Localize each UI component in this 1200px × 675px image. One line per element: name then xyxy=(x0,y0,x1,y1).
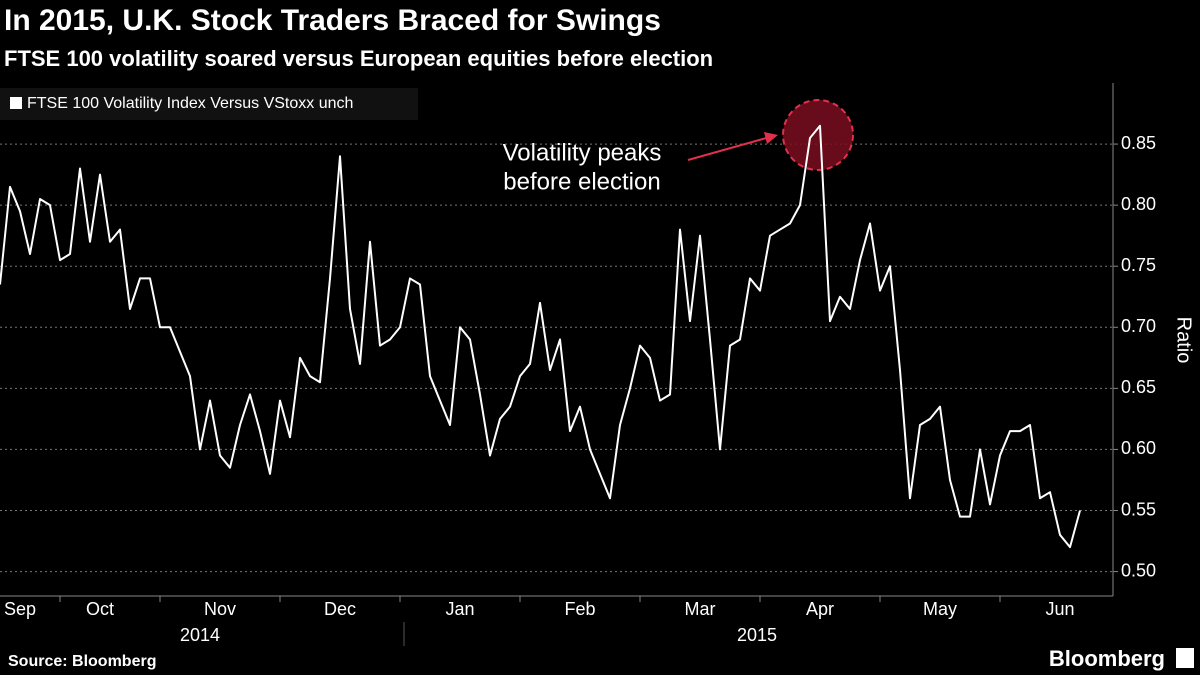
x-tick-label: Feb xyxy=(564,599,595,619)
annotation: before election xyxy=(503,168,660,195)
legend-box xyxy=(0,88,418,120)
x-tick-label: Mar xyxy=(685,599,716,619)
peak-highlight xyxy=(782,99,854,171)
x-tick-label: Oct xyxy=(86,599,114,619)
y-tick-label: 0.55 xyxy=(1121,499,1156,519)
x-tick-label: Dec xyxy=(324,599,356,619)
y-tick-label: 0.70 xyxy=(1121,316,1156,336)
annotation-arrowhead xyxy=(764,132,778,144)
brand-icon xyxy=(1176,648,1194,668)
y-tick-label: 0.50 xyxy=(1121,560,1156,580)
x-tick-label: Jan xyxy=(445,599,474,619)
annotation-arrow xyxy=(687,136,771,161)
x-tick-label: Nov xyxy=(204,599,236,619)
y-tick-label: 0.65 xyxy=(1121,377,1156,397)
chart-subtitle: FTSE 100 volatility soared versus Europe… xyxy=(4,46,713,71)
x-tick-label: May xyxy=(923,599,957,619)
brand: Bloomberg xyxy=(1049,646,1165,671)
chart-title: In 2015, U.K. Stock Traders Braced for S… xyxy=(4,4,661,37)
y-axis-label: Ratio xyxy=(1173,317,1195,364)
source: Source: Bloomberg xyxy=(8,653,156,670)
legend-label: FTSE 100 Volatility Index Versus VStoxx … xyxy=(27,95,353,112)
y-tick-label: 0.80 xyxy=(1121,194,1156,214)
x-year-label: 2015 xyxy=(737,625,777,645)
y-tick-label: 0.85 xyxy=(1121,133,1156,153)
x-tick-label: Sep xyxy=(4,599,36,619)
x-year-label: 2014 xyxy=(180,625,220,645)
x-tick-label: Jun xyxy=(1045,599,1074,619)
annotation: Volatility peaks xyxy=(503,139,662,166)
x-tick-label: Apr xyxy=(806,599,834,619)
legend-swatch xyxy=(10,97,22,109)
series-line xyxy=(0,124,1081,549)
y-tick-label: 0.75 xyxy=(1121,255,1156,275)
y-tick-label: 0.60 xyxy=(1121,438,1156,458)
